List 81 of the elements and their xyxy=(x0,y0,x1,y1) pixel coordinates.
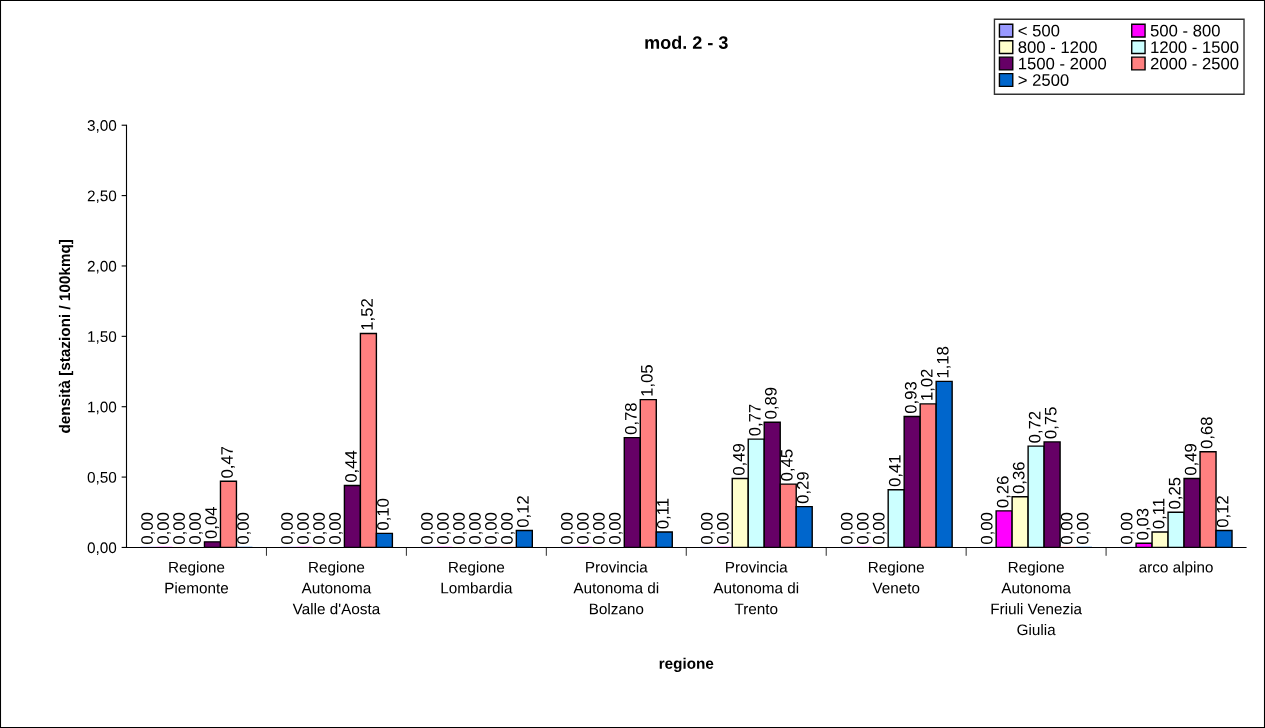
data-label: 0,10 xyxy=(377,498,391,530)
y-tick-label: 3,00 xyxy=(87,120,117,133)
data-label: 0,45 xyxy=(780,449,795,481)
data-label: 0,00 xyxy=(281,512,295,544)
x-tick-label: Regione Autonoma Valle d'Aosta xyxy=(292,561,381,615)
data-label: 0,00 xyxy=(592,512,607,544)
data-label: 1,18 xyxy=(936,346,951,378)
data-label: 0,00 xyxy=(501,512,515,544)
data-label: 0,00 xyxy=(856,512,871,544)
x-tick-label: Provincia Autonoma di Bolzano xyxy=(573,561,659,615)
legend-label: < 500 xyxy=(1018,24,1060,37)
data-label: 0,75 xyxy=(1044,407,1059,439)
y-tick-label: 1,00 xyxy=(88,401,117,415)
data-label: 1,52 xyxy=(361,299,375,330)
data-label: 0,00 xyxy=(453,512,467,544)
data-label: 0,49 xyxy=(1184,444,1199,476)
data-label: 0,00 xyxy=(1120,512,1135,544)
data-label: 1,05 xyxy=(640,365,655,396)
data-label: 0,93 xyxy=(904,382,919,414)
data-label: 0,00 xyxy=(700,512,715,544)
data-label: 0,44 xyxy=(345,450,359,483)
data-label: 0,00 xyxy=(329,512,343,544)
data-label: 0,00 xyxy=(576,512,591,544)
data-label: 0,72 xyxy=(1028,411,1043,443)
legend-label: 1500 - 2000 xyxy=(1019,57,1107,70)
x-tick-label: arco alpino xyxy=(1139,561,1213,576)
data-label: 0,89 xyxy=(764,387,779,419)
data-label: 0,00 xyxy=(157,512,171,544)
data-label: 0,25 xyxy=(1168,477,1183,509)
data-label: 1,02 xyxy=(920,369,935,400)
y-tick-label: 0,00 xyxy=(87,542,117,555)
data-label: 0,00 xyxy=(872,512,887,544)
y-tick-label: 2,00 xyxy=(87,260,117,274)
data-label: 0,00 xyxy=(980,512,995,544)
data-label: 0,00 xyxy=(840,512,855,544)
data-label: 0,00 xyxy=(313,512,327,544)
data-label: 0,00 xyxy=(1060,512,1075,544)
data-label: 0,00 xyxy=(1076,512,1091,544)
data-label: 0,11 xyxy=(656,498,671,529)
data-label: 0,00 xyxy=(469,512,483,544)
data-label: 0,03 xyxy=(1136,508,1151,540)
data-label: 0,41 xyxy=(888,455,903,487)
y-tick-label: 2,50 xyxy=(87,190,117,204)
legend-label: > 2500 xyxy=(1018,74,1069,86)
data-label: 0,26 xyxy=(996,476,1011,508)
data-label: 0,78 xyxy=(624,403,639,435)
x-axis-title: regione xyxy=(659,657,714,672)
y-axis-title: densità [stazioni / 100kmq] xyxy=(58,239,74,433)
data-label: 0,00 xyxy=(297,512,311,544)
x-tick-label: Regione Lombardia xyxy=(441,561,513,594)
data-label: 0,47 xyxy=(221,446,235,478)
data-label: 0,00 xyxy=(189,512,203,544)
data-label: 0,00 xyxy=(485,512,499,544)
data-label: 0,00 xyxy=(437,512,451,544)
data-label: 0,00 xyxy=(173,512,187,544)
legend-label: 1200 - 1500 xyxy=(1151,41,1239,54)
data-label: 0,68 xyxy=(1200,417,1215,449)
chart-title: mod. 2 - 3 xyxy=(645,35,728,50)
y-tick-label: 1,50 xyxy=(88,331,117,344)
legend-label: 500 - 800 xyxy=(1150,24,1220,37)
data-label: 0,04 xyxy=(205,507,219,539)
data-label: 0,00 xyxy=(608,512,623,544)
data-label: 0,12 xyxy=(1216,496,1231,528)
data-label: 0,11 xyxy=(1152,498,1167,529)
legend-label: 2000 - 2500 xyxy=(1150,57,1239,70)
data-label: 0,12 xyxy=(517,496,531,528)
data-label: 0,36 xyxy=(1012,462,1027,494)
x-tick-label: Regione Piemonte xyxy=(165,561,229,594)
y-tick-label: 0,50 xyxy=(87,471,117,485)
data-label: 0,00 xyxy=(560,512,575,544)
x-tick-label: Regione Autonoma Friuli Venezia Giulia xyxy=(991,561,1082,636)
data-label: 0,00 xyxy=(716,512,731,544)
data-label: 0,00 xyxy=(237,512,251,544)
x-tick-label: Provincia Autonoma di Trento xyxy=(713,561,799,615)
data-label: 0,49 xyxy=(732,444,747,476)
x-tick-label: Regione Veneto xyxy=(868,561,924,594)
data-label: 0,00 xyxy=(141,512,155,544)
legend-label: 800 - 1200 xyxy=(1018,41,1097,54)
data-label: 0,77 xyxy=(748,404,763,436)
data-label: 0,29 xyxy=(796,472,811,504)
data-label: 0,00 xyxy=(421,512,435,544)
